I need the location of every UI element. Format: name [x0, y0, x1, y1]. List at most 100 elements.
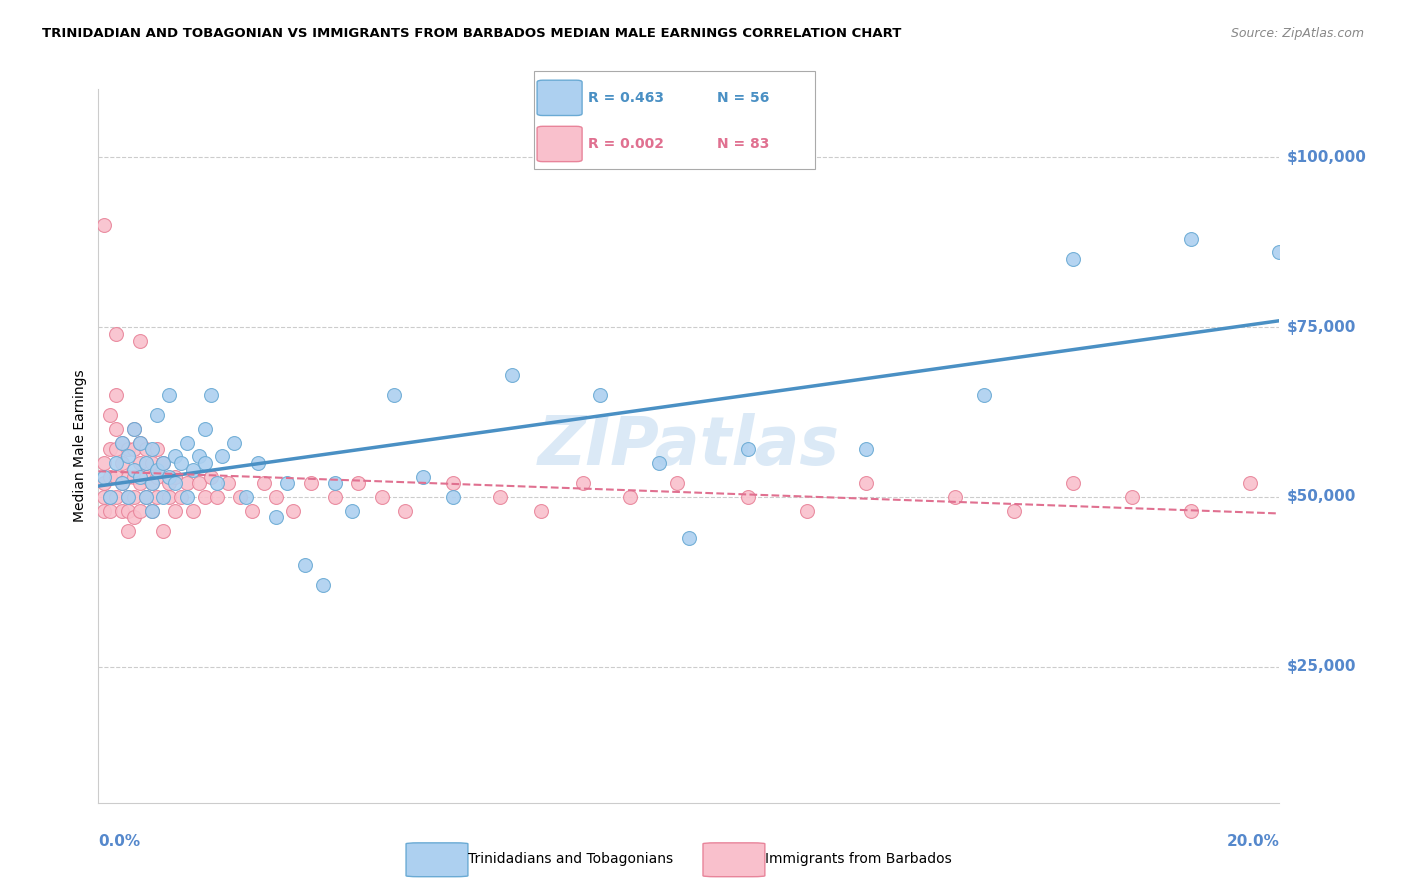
Point [152, 456, 174, 470]
Point [666, 476, 689, 491]
Text: 20.0%: 20.0% [1226, 834, 1279, 849]
Point [122, 510, 145, 524]
Point [98, 469, 121, 483]
Point [117, 442, 139, 457]
Point [1268, 245, 1291, 260]
Point [165, 449, 187, 463]
FancyBboxPatch shape [703, 843, 765, 877]
Point [1121, 490, 1143, 504]
Point [93, 503, 115, 517]
FancyBboxPatch shape [537, 80, 582, 116]
Point [111, 476, 134, 491]
Point [98, 490, 121, 504]
Point [111, 435, 134, 450]
Point [170, 490, 193, 504]
Point [111, 435, 134, 450]
Text: Trinidadians and Tobagonians: Trinidadians and Tobagonians [468, 852, 673, 865]
Text: Immigrants from Barbados: Immigrants from Barbados [765, 852, 952, 865]
Text: ZIPatlas: ZIPatlas [538, 413, 839, 479]
Point [93, 456, 115, 470]
Point [98, 409, 121, 423]
Point [105, 422, 128, 436]
Point [211, 449, 233, 463]
Point [141, 503, 163, 517]
Text: $50,000: $50,000 [1286, 490, 1355, 505]
Point [181, 503, 204, 517]
Text: $25,000: $25,000 [1286, 659, 1355, 674]
Point [678, 531, 700, 545]
Text: 0.0%: 0.0% [98, 834, 141, 849]
Text: N = 83: N = 83 [717, 137, 769, 151]
Point [135, 490, 157, 504]
Point [394, 503, 416, 517]
Point [1002, 503, 1025, 517]
Point [105, 388, 128, 402]
Point [105, 469, 128, 483]
Point [187, 449, 209, 463]
Point [441, 490, 464, 504]
Point [93, 476, 115, 491]
Text: N = 56: N = 56 [717, 91, 769, 105]
Point [176, 490, 198, 504]
Point [796, 503, 818, 517]
Point [973, 388, 995, 402]
Point [217, 476, 239, 491]
FancyBboxPatch shape [406, 843, 468, 877]
Point [141, 476, 163, 491]
Point [176, 476, 198, 491]
Point [117, 469, 139, 483]
Point [141, 456, 163, 470]
Point [229, 490, 252, 504]
Text: R = 0.002: R = 0.002 [588, 137, 664, 151]
Point [181, 463, 204, 477]
Point [224, 435, 246, 450]
Point [246, 456, 269, 470]
Point [571, 476, 593, 491]
Point [200, 388, 222, 402]
Point [294, 558, 316, 572]
Point [855, 442, 877, 457]
Point [128, 469, 150, 483]
Point [128, 503, 150, 517]
Point [855, 476, 877, 491]
Point [122, 422, 145, 436]
Point [157, 490, 180, 504]
Point [283, 503, 305, 517]
Point [98, 442, 121, 457]
Point [135, 490, 157, 504]
Point [146, 442, 169, 457]
Point [371, 490, 394, 504]
Point [122, 463, 145, 477]
Point [382, 388, 405, 402]
Point [165, 469, 187, 483]
Point [146, 490, 169, 504]
Point [117, 490, 139, 504]
FancyBboxPatch shape [537, 127, 582, 161]
Text: R = 0.463: R = 0.463 [588, 91, 664, 105]
Point [165, 503, 187, 517]
Point [105, 442, 128, 457]
Point [589, 388, 612, 402]
Point [98, 490, 121, 504]
Point [737, 490, 759, 504]
Point [276, 476, 298, 491]
Point [128, 435, 150, 450]
Point [157, 469, 180, 483]
Point [141, 442, 163, 457]
Point [264, 490, 287, 504]
Point [122, 469, 145, 483]
Point [200, 469, 222, 483]
Point [105, 326, 128, 341]
Point [489, 490, 512, 504]
Point [943, 490, 966, 504]
Point [111, 476, 134, 491]
Text: $100,000: $100,000 [1286, 150, 1367, 165]
Point [312, 578, 335, 592]
Point [1062, 252, 1084, 266]
Point [187, 476, 209, 491]
Point [205, 490, 228, 504]
Point [323, 476, 346, 491]
Point [93, 469, 115, 483]
Point [146, 463, 169, 477]
Point [93, 218, 115, 232]
